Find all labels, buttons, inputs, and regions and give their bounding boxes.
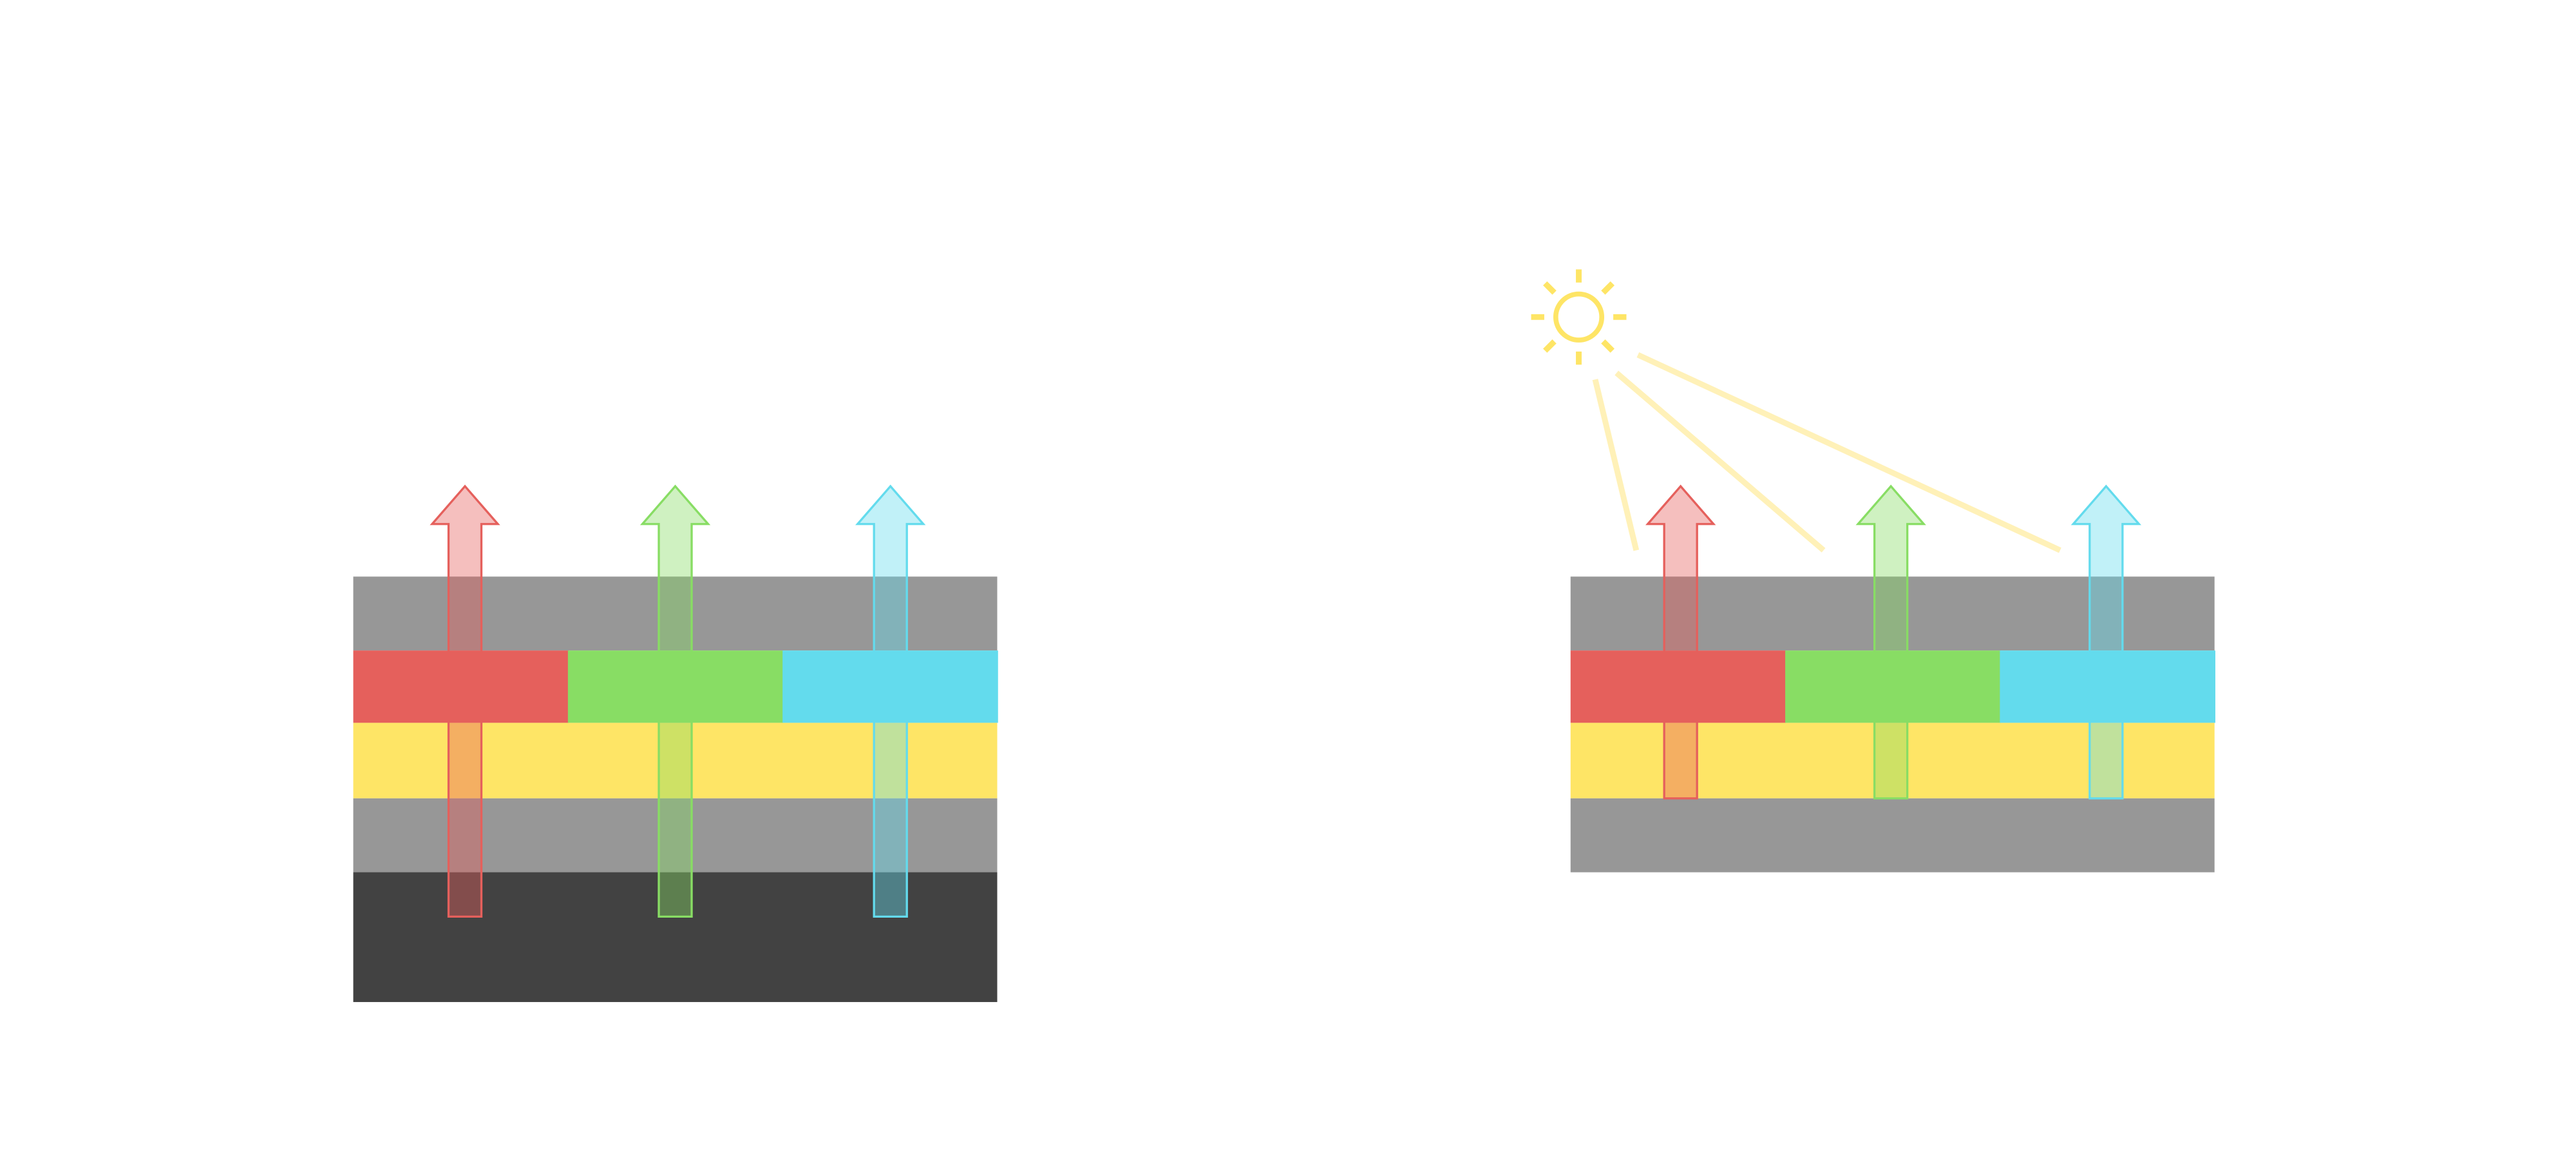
top-gray-layer	[1570, 576, 2215, 651]
light-rays	[1592, 352, 2061, 553]
left-stack	[353, 484, 998, 1003]
sun-disc	[1553, 291, 1605, 343]
red-color-filter	[1570, 650, 1786, 723]
green-color-filter	[1785, 650, 2001, 723]
sun-ray	[1601, 281, 1615, 295]
sun-ray	[1543, 281, 1557, 295]
top-gray-layer	[353, 576, 998, 651]
cyan-color-filter	[782, 650, 998, 723]
red-color-filter	[353, 650, 569, 723]
ambient-light-ray	[1636, 352, 2061, 553]
sun-ray	[1601, 339, 1615, 353]
yellow-layer	[1570, 723, 2215, 799]
cyan-color-filter	[2000, 650, 2215, 723]
sun-icon	[1531, 269, 1627, 365]
ambient-light-ray	[1592, 379, 1640, 551]
bottom-gray-layer	[1570, 798, 2215, 873]
sun-ray	[1543, 339, 1557, 353]
dark-backlight-layer	[353, 872, 998, 1003]
right-stack	[1570, 484, 2215, 873]
green-color-filter	[567, 650, 784, 723]
ambient-light-ray	[1615, 370, 1826, 553]
bottom-gray-layer	[353, 798, 998, 873]
yellow-layer	[353, 723, 998, 799]
